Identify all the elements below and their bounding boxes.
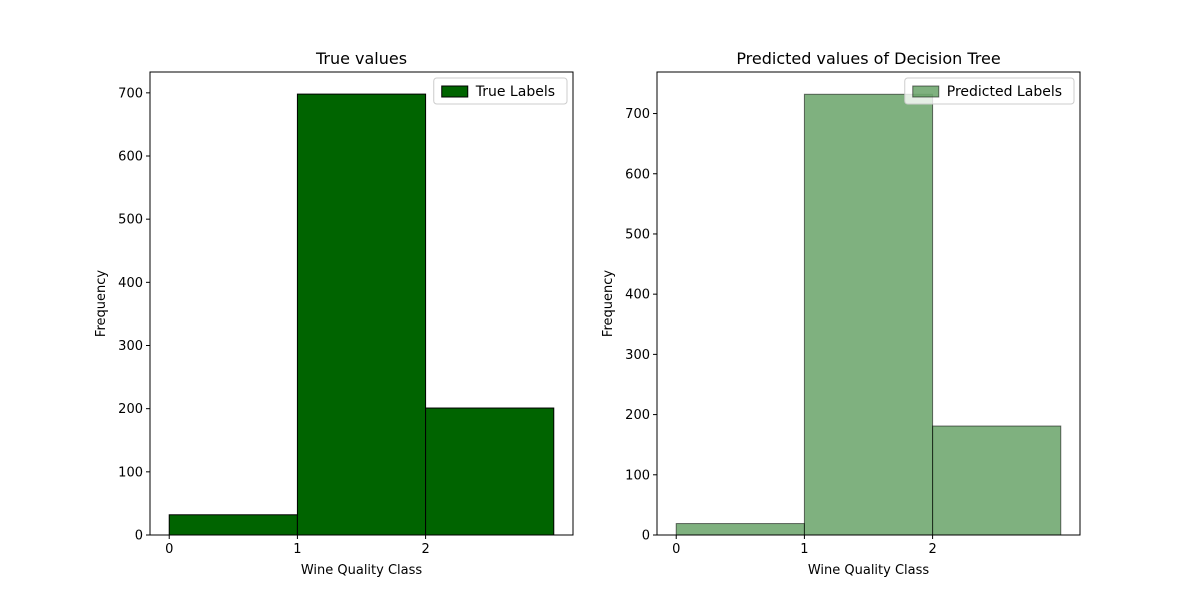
y-tick-label: 500 [118, 213, 143, 228]
y-tick-label: 0 [135, 529, 143, 544]
x-axis-label: Wine Quality Class [301, 563, 423, 578]
legend-box [904, 77, 1075, 105]
plot-frame [656, 71, 1081, 536]
x-tick-label: 2 [928, 542, 936, 557]
x-tick-label: 2 [421, 542, 429, 557]
legend: Predicted Labels [904, 77, 1075, 105]
y-tick-label: 0 [642, 529, 650, 544]
chart-title: True values [315, 49, 407, 68]
y-tick-label: 600 [625, 167, 650, 182]
y-axis-label: Frequency [601, 270, 616, 337]
legend-swatch [441, 85, 469, 98]
bar [168, 514, 298, 536]
y-tick-label: 400 [625, 288, 650, 303]
legend: True Labels [433, 77, 568, 105]
y-tick-label: 200 [118, 402, 143, 417]
x-tick-label: 0 [672, 542, 680, 557]
bar [932, 425, 1062, 536]
y-tick-label: 400 [118, 276, 143, 291]
y-tick-label: 100 [118, 465, 143, 480]
bar [296, 93, 427, 536]
legend-label: Predicted Labels [947, 84, 1062, 100]
chart-panel-1: 0 1 2 0 100 200 300 400 500 600 700 True values Wine… [94, 49, 574, 578]
y-tick-label: 700 [625, 107, 650, 122]
y-tick-label: 500 [625, 227, 650, 242]
x-tick-label: 0 [165, 542, 173, 557]
legend-label: True Labels [475, 84, 555, 100]
y-axis-label: Frequency [94, 270, 109, 337]
x-tick-label: 1 [800, 542, 808, 557]
y-tick-label: 300 [118, 339, 143, 354]
y-tick-label: 600 [118, 150, 143, 165]
chart-panel-2: 0 1 2 0 100 200 300 400 500 600 700 Predicted value… [601, 49, 1081, 578]
chart-title: Predicted values of Decision Tree [736, 49, 1000, 68]
plot-frame [149, 71, 574, 536]
y-tick-label: 200 [625, 408, 650, 423]
bar [425, 407, 555, 536]
bar [675, 523, 805, 536]
y-tick-label: 700 [118, 86, 143, 101]
x-axis-label: Wine Quality Class [808, 563, 930, 578]
x-tick-label: 1 [293, 542, 301, 557]
legend-swatch [912, 85, 940, 98]
y-tick-label: 300 [625, 348, 650, 363]
bar [803, 93, 934, 536]
y-tick-label: 100 [625, 468, 650, 483]
